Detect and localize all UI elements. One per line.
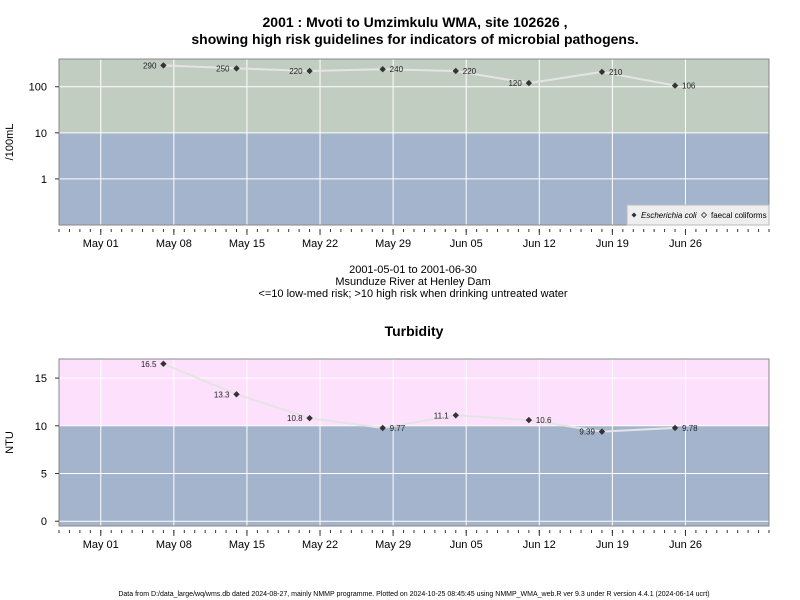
y-axis-label: /100mL xyxy=(4,124,16,161)
data-point xyxy=(233,65,240,72)
data-point xyxy=(452,67,459,75)
data-label: 290 xyxy=(143,61,157,70)
x-tick-label: Jun 26 xyxy=(669,238,702,250)
x-tick-label: Jun 05 xyxy=(450,238,483,250)
y-tick-label: 15 xyxy=(35,373,47,385)
y-tick-label: 1 xyxy=(41,174,47,186)
legend-marker-e-coli xyxy=(631,212,637,218)
x-tick-label: Jun 12 xyxy=(523,539,556,551)
data-point xyxy=(233,391,240,398)
x-tick-label: Jun 19 xyxy=(596,238,629,250)
x-tick-label: May 01 xyxy=(83,539,119,551)
low-risk-band xyxy=(59,425,769,526)
series-line xyxy=(163,64,676,87)
x-tick-label: Jun 26 xyxy=(669,539,702,551)
legend-marker-faecal-coliforms xyxy=(700,211,708,219)
x-tick-label: May 15 xyxy=(229,539,265,551)
y-tick-label: 10 xyxy=(35,421,47,433)
x-tick-label: May 29 xyxy=(375,539,411,551)
data-point xyxy=(160,360,167,367)
risk-guideline-text: <=10 low-med risk; >10 high risk when dr… xyxy=(258,288,567,300)
data-source-footer: Data from D:/data_large/wq/wms.db dated … xyxy=(118,591,709,598)
data-label: 10.6 xyxy=(536,416,552,425)
series-line xyxy=(163,362,676,433)
plot-frame xyxy=(58,358,770,527)
data-point xyxy=(379,424,386,432)
x-tick-label: May 22 xyxy=(302,238,338,250)
data-point xyxy=(306,67,313,75)
data-label: 220 xyxy=(463,67,477,76)
y-tick-label: 10 xyxy=(35,128,47,140)
data-label: 11.1 xyxy=(434,411,450,420)
x-tick-label: May 01 xyxy=(83,238,119,250)
high-risk-band xyxy=(59,359,769,426)
data-point xyxy=(379,66,386,73)
data-label: 106 xyxy=(682,82,696,91)
turbidity-chart-title: Turbidity xyxy=(385,323,444,339)
data-label: 13.3 xyxy=(214,390,230,399)
plot-frame xyxy=(58,58,770,226)
y-tick-label: 100 xyxy=(29,82,47,94)
x-tick-label: May 08 xyxy=(156,539,192,551)
y-tick-label: 0 xyxy=(41,516,47,528)
data-point xyxy=(525,416,533,424)
date-range-text: 2001-05-01 to 2001-06-30 xyxy=(349,264,477,276)
data-label: 210 xyxy=(609,68,623,77)
top-chart-title-line1: 2001 : Mvoti to Umzimkulu WMA, site 1026… xyxy=(263,14,568,30)
x-tick-label: Jun 12 xyxy=(523,238,556,250)
site-name-text: Msunduze River at Henley Dam xyxy=(335,276,490,288)
data-label: 9.39 xyxy=(579,428,595,437)
data-point xyxy=(525,79,533,87)
legend-box xyxy=(626,204,770,226)
data-label: 9.78 xyxy=(682,424,698,433)
x-tick-label: Jun 05 xyxy=(450,539,483,551)
data-point xyxy=(598,68,606,76)
x-tick-label: May 22 xyxy=(302,539,338,551)
data-label: 9.77 xyxy=(390,424,406,433)
data-point xyxy=(598,428,606,435)
data-label: 16.5 xyxy=(141,360,157,369)
x-tick-label: May 15 xyxy=(229,238,265,250)
x-tick-label: Jun 19 xyxy=(596,539,629,551)
legend-label-faecal-coliforms: faecal coliforms xyxy=(711,211,767,220)
data-label: 240 xyxy=(390,65,404,74)
x-tick-label: May 29 xyxy=(375,238,411,250)
turbidity-chart-panel: 0 5 10 15 NTU May 01 May 08 May 15 May 22 May 29 J… xyxy=(4,358,770,551)
data-point xyxy=(452,412,459,419)
data-label: 220 xyxy=(289,67,303,76)
data-label: 120 xyxy=(508,79,522,88)
microbial-chart-panel: 1 10 100/100mL May 01 May 08 May 15 May 22 May … xyxy=(4,58,770,250)
data-label: 250 xyxy=(216,64,230,73)
high-risk-band xyxy=(59,59,769,133)
y-tick-label: 5 xyxy=(41,469,47,481)
x-tick-label: May 08 xyxy=(156,238,192,250)
data-point xyxy=(160,62,167,69)
data-point xyxy=(671,82,679,89)
data-point xyxy=(671,424,679,432)
data-point xyxy=(306,414,313,422)
top-chart-title-line2: showing high risk guidelines for indicat… xyxy=(191,31,638,47)
data-label: 10.8 xyxy=(287,414,303,423)
y-axis-label: NTU xyxy=(4,431,16,454)
legend-label-e-coli: Escherichia coli xyxy=(641,211,697,220)
